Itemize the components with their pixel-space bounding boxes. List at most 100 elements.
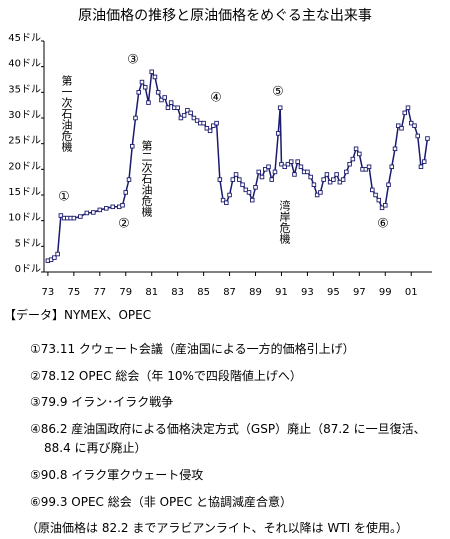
x-tick-label: 79 [119,287,132,298]
point [376,197,382,203]
point [191,115,197,121]
event-label: 第一次石油危機 [60,74,73,153]
point [52,255,57,260]
point [220,197,226,203]
chart: 原油価格の推移と原油価格をめぐる主な出来事 0ドル 5ドル 10ドル 15ドル 20ドル… [8,8,432,298]
point [340,177,346,182]
y-tick-label: 45ドル [8,33,41,44]
point [383,203,388,208]
x-tick-label: 01 [405,287,418,298]
point [277,105,283,110]
point [185,108,190,113]
point [392,146,398,152]
point [188,110,193,116]
event-label: 湾岸危機 [278,199,291,245]
y-tick-label: 20ドル [8,161,41,172]
point [389,164,395,170]
note: 【データ】NYMEX、OPEC [4,308,152,322]
note: ④86.2 産油国政府による価格決定方式（GSP）廃止（87.2 に一旦復活、8… [30,422,426,455]
point [347,161,352,167]
point [104,206,109,211]
y-tick-label: 15ドル [8,187,41,198]
point [379,205,385,211]
point [159,97,164,103]
event-number: ① [58,190,70,205]
event-number: ⑥ [377,217,389,232]
point [399,126,404,131]
point [71,215,77,221]
point [321,177,326,182]
point [259,174,265,180]
point [418,164,424,170]
note: ①73.11 クウェート会議（産油国による一方的価格引上げ） [30,342,355,356]
point [331,177,336,182]
x-tick-label: 83 [171,287,184,298]
point [217,177,223,182]
x-tick-label: 93 [301,287,314,298]
point [250,197,255,203]
point [123,190,129,195]
note: ⑤90.8 イラク軍クウェート侵攻 [30,468,204,482]
point [408,120,414,126]
point [282,164,287,170]
point [308,174,313,180]
point [84,210,90,216]
point [373,192,378,198]
point [168,100,174,105]
point [155,90,161,95]
y-tick-label: 40ドル [8,59,41,70]
note: ②78.12 OPEC 総会（年 10%で四段階値上げへ） [30,369,302,383]
point [178,115,184,121]
x-tick-label: 77 [93,287,106,298]
point [412,123,417,128]
point [295,159,300,164]
note: （原油価格は 82.2 までアラビアンライト、それ以降は WTI を使用。） [26,521,408,535]
point [211,123,216,128]
event-number: ④ [210,91,222,106]
point [363,167,369,172]
y-tick-label: 30ドル [8,110,41,121]
point [58,213,64,218]
point [78,214,83,219]
point [292,172,297,177]
point [256,169,262,175]
point [396,123,401,128]
point [311,182,317,187]
point [240,182,245,187]
point [298,164,304,170]
y-tick-label: 10ドル [8,213,41,224]
y-tick-label: 0ドル [15,264,41,275]
x-tick-label: 95 [327,287,340,298]
point [353,146,359,152]
point [314,192,320,198]
point [181,113,187,118]
point [344,169,349,175]
point [207,128,213,134]
point [357,151,362,157]
x-tick-label: 85 [197,287,210,298]
point [421,159,427,164]
x-tick-label: 87 [223,287,236,298]
point [402,110,407,116]
note: ⑥99.3 OPEC 総会（非 OPEC と協調減産合意） [30,495,293,509]
point [324,172,330,177]
point [237,177,242,182]
point [318,190,323,195]
point [149,69,154,75]
note: ③79.9 イラン･イラク戦争 [30,395,174,409]
point [279,161,284,167]
point [165,105,171,110]
point [142,84,148,90]
point [386,182,391,187]
x-tick-label: 91 [275,287,288,298]
point [327,179,333,185]
point [305,169,310,175]
point [110,204,116,210]
point [275,131,281,136]
point [91,210,96,215]
point [97,207,103,213]
x-tick-label: 89 [249,287,262,298]
point [243,187,249,193]
y-tick-label: 25ドル [8,136,41,147]
